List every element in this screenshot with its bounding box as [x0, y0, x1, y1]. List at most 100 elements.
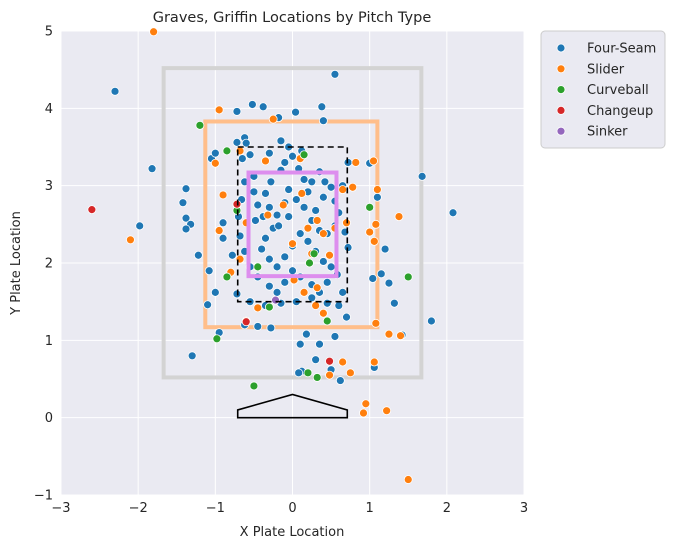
data-point: [384, 329, 394, 339]
data-point: [299, 175, 309, 184]
data-point: [218, 218, 228, 228]
data-point: [276, 136, 286, 146]
data-point: [288, 151, 297, 161]
data-point: [311, 301, 321, 310]
data-point: [249, 187, 259, 197]
data-point: [261, 188, 270, 198]
series-four-seam: [110, 69, 458, 385]
data-point: [376, 269, 386, 279]
data-point: [299, 287, 309, 297]
x-tick-label: −1: [206, 501, 225, 516]
data-point: [369, 357, 379, 367]
data-point: [227, 250, 237, 260]
data-point: [372, 192, 382, 202]
data-point: [245, 150, 255, 160]
data-point: [351, 158, 361, 167]
data-point: [311, 206, 321, 215]
y-axis-label: Y Plate Location: [9, 211, 24, 316]
data-point: [261, 156, 270, 166]
scatter-points: [87, 27, 458, 484]
data-point: [299, 202, 309, 212]
data-point: [338, 357, 348, 367]
data-point: [295, 339, 305, 349]
data-point: [312, 216, 322, 225]
legend-label: Four-Seam: [587, 42, 656, 57]
x-tick-label: 1: [366, 501, 374, 516]
series-sinker: [271, 295, 280, 305]
data-point: [268, 114, 278, 124]
data-point: [214, 105, 224, 115]
data-point: [380, 244, 390, 254]
x-axis-label: X Plate Location: [240, 525, 345, 540]
data-point: [181, 184, 191, 194]
data-point: [322, 316, 332, 326]
data-point: [330, 332, 340, 341]
data-point: [301, 329, 311, 339]
data-point: [426, 316, 436, 326]
data-point: [241, 138, 251, 148]
legend-item: Sinker: [556, 125, 628, 140]
data-point: [325, 250, 334, 260]
data-point: [382, 406, 392, 416]
data-point: [403, 272, 413, 282]
data-point: [272, 287, 282, 297]
legend-label: Sinker: [587, 125, 628, 140]
legend-item: Curveball: [556, 83, 649, 98]
data-point: [181, 213, 191, 223]
data-point: [280, 277, 290, 287]
data-point: [335, 376, 345, 385]
data-point: [135, 221, 145, 231]
data-point: [371, 219, 381, 229]
data-point: [318, 308, 328, 318]
data-point: [258, 102, 268, 112]
data-point: [210, 287, 220, 297]
data-point: [312, 373, 322, 382]
data-point: [369, 236, 379, 246]
data-point: [278, 200, 288, 210]
data-point: [232, 107, 242, 116]
data-point: [264, 281, 274, 291]
data-point: [384, 278, 394, 288]
legend: Four-Seam Slider Curveball Changeup Sinker: [540, 30, 666, 149]
data-point: [212, 334, 222, 344]
data-point: [253, 322, 263, 331]
data-point: [218, 233, 228, 243]
data-point: [280, 158, 290, 167]
data-point: [214, 226, 224, 235]
data-point: [312, 283, 322, 293]
data-point: [297, 188, 307, 198]
data-point: [288, 239, 297, 249]
data-point: [299, 150, 309, 160]
data-point: [110, 86, 120, 96]
data-point: [222, 272, 232, 282]
data-point: [417, 171, 427, 181]
data-point: [210, 148, 220, 158]
legend-marker: [556, 64, 566, 74]
data-point: [280, 252, 290, 262]
data-point: [361, 399, 371, 409]
data-point: [338, 185, 348, 194]
data-point: [311, 355, 321, 365]
data-point: [403, 475, 413, 484]
y-tick-label: 4: [45, 102, 53, 117]
legend-marker: [556, 106, 566, 115]
data-point: [371, 318, 381, 328]
changeup-zone-box: [246, 170, 339, 279]
data-point: [330, 69, 340, 79]
data-point: [294, 368, 304, 378]
y-tick-label: 1: [45, 334, 53, 349]
data-point: [334, 301, 344, 310]
data-point: [232, 137, 242, 147]
legend-label: Curveball: [587, 83, 649, 98]
data-point: [284, 185, 294, 194]
data-point: [307, 293, 317, 303]
data-point: [359, 408, 368, 418]
y-tick-label: 5: [45, 25, 53, 40]
data-point: [237, 154, 247, 164]
data-point: [309, 249, 319, 259]
data-point: [266, 323, 276, 333]
data-point: [317, 102, 327, 112]
legend-marker: [556, 85, 566, 94]
data-point: [303, 368, 313, 378]
data-point: [272, 210, 282, 220]
